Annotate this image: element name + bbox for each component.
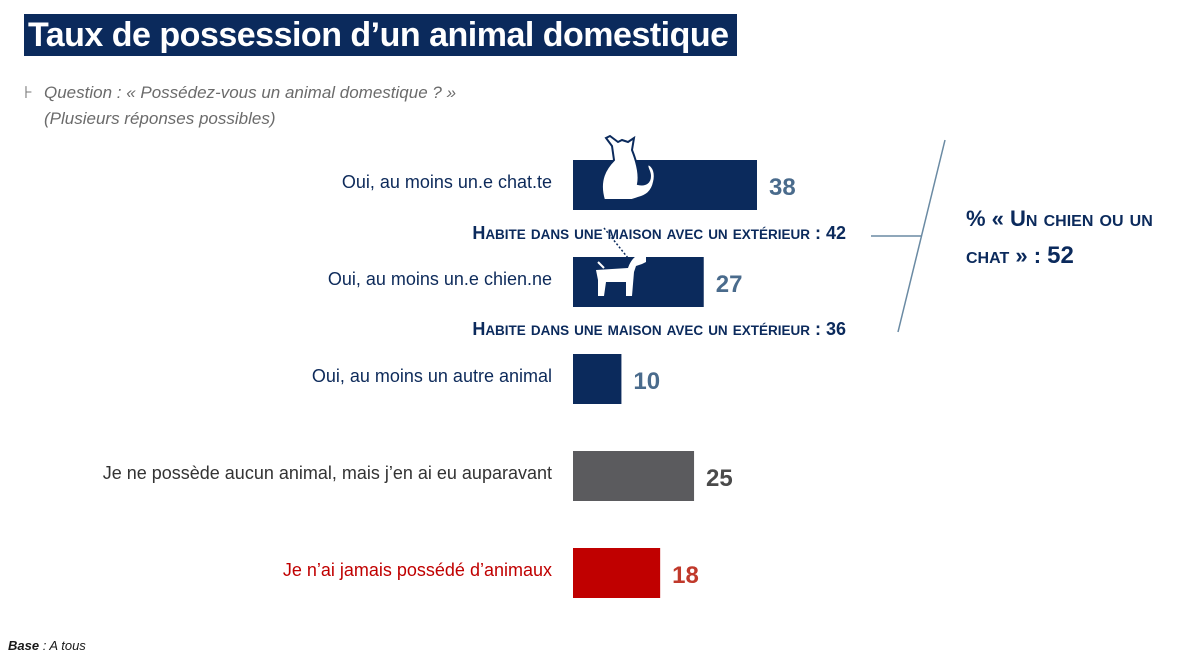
callout-line-2: CHAT » : 52: [966, 242, 1074, 269]
bar: [573, 354, 622, 404]
value-label: 10: [633, 368, 660, 395]
annotation-text: HABITE DANS UNE MAISON AVEC UN EXTÉRIEUR…: [472, 319, 846, 339]
callout-value: 52: [1047, 242, 1074, 269]
base-value: : A tous: [39, 638, 86, 653]
annotation-text: HABITE DANS UNE MAISON AVEC UN EXTÉRIEUR…: [472, 223, 846, 243]
category-label: Oui, au moins un.e chien.ne: [328, 269, 552, 289]
cat-icon: [600, 134, 656, 201]
question-text: Question : « Possédez-vous un animal dom…: [44, 83, 457, 102]
base-footnote: Base : A tous: [8, 638, 86, 653]
value-label: 27: [716, 271, 743, 298]
base-label: Base: [8, 638, 40, 653]
value-label: 25: [706, 465, 733, 492]
question-note: (Plusieurs réponses possibles): [44, 109, 276, 128]
question-block: ⊦ Question : « Possédez-vous un animal do…: [24, 80, 456, 132]
bar: [573, 160, 757, 210]
page-title: Taux de possession d’un animal domestiqu…: [24, 14, 737, 56]
value-label: 18: [672, 562, 699, 589]
bar: [573, 451, 695, 501]
category-label: Je n’ai jamais possédé d’animaux: [283, 560, 552, 580]
dog-icon: [596, 227, 646, 296]
value-label: 38: [769, 174, 796, 201]
callout-line-1: % « UN CHIEN OU UN: [966, 206, 1153, 231]
category-label: Oui, au moins un autre animal: [312, 366, 552, 386]
category-label: Oui, au moins un.e chat.te: [342, 172, 552, 192]
category-label: Je ne possède aucun animal, mais j’en ai…: [103, 463, 552, 483]
bar: [573, 548, 661, 598]
bullet-icon: ⊦: [24, 83, 33, 102]
bar: [573, 257, 704, 307]
